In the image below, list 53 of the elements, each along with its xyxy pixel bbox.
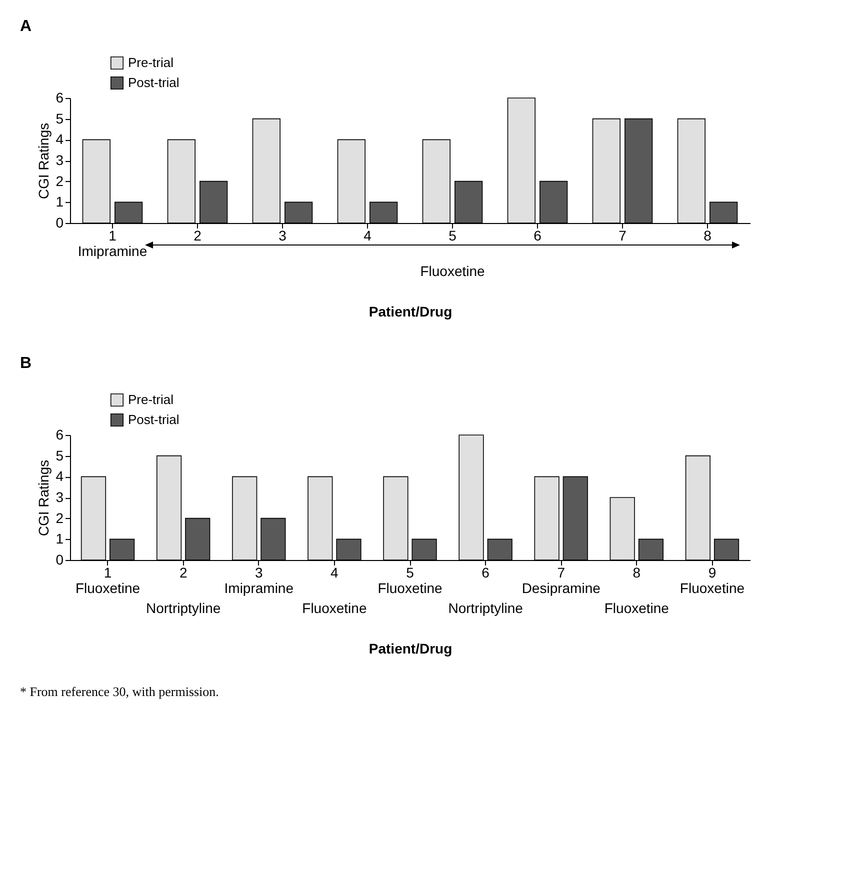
y-axis-title: CGI Ratings [36,460,52,536]
y-tick-label: 2 [56,172,64,189]
y-tick-label: 5 [56,447,64,464]
x-tick-label: 8 [632,564,641,580]
x-axis-title: Patient/Drug [368,640,452,656]
text: Desipramine [522,580,601,596]
text: Nortriptyline [146,600,221,616]
y-tick-label: 0 [56,214,64,230]
y-tick-label: 6 [56,426,64,442]
x-tick-label: 3 [278,228,287,244]
x-tick-label: 1 [104,564,112,580]
legend-label: Pre-trial [128,392,174,407]
y-tick-label: 3 [56,152,64,168]
text: Imipramine [78,243,148,259]
x-tick-label: 5 [406,564,414,580]
y-tick-label: 1 [56,194,64,210]
y-tick-label: 1 [56,530,64,547]
legend-label: Pre-trial [128,55,174,70]
y-axis-title: CGI Ratings [36,122,52,200]
x-tick-label: 7 [557,564,566,580]
legend-label: Post-trial [128,75,180,90]
x-tick-label: 2 [194,228,202,244]
y-tick-label: 4 [56,131,64,148]
x-tick-label: 6 [482,564,490,580]
text: Fluoxetine [378,580,443,596]
y-tick-label: 2 [56,510,64,526]
chart-title: B [20,355,32,372]
text: * From reference 30, with permission. [20,684,220,700]
x-tick-label: 9 [708,564,716,580]
text: Fluoxetine [680,580,745,596]
y-tick-label: 4 [56,468,64,484]
y-tick-label: 6 [56,90,64,106]
x-tick-label: 6 [534,228,542,244]
text: Fluoxetine [302,600,367,616]
x-tick-label: 8 [704,228,712,244]
y-tick-label: 0 [56,552,64,568]
text: Fluoxetine [604,600,670,616]
x-tick-label: 3 [254,564,263,580]
x-tick-label: 5 [448,228,457,244]
x-axis-title: Patient/Drug [368,304,452,320]
text: Nortriptyline [448,600,524,616]
text: Fluoxetine [75,580,140,596]
text: Imipramine [224,580,294,596]
chart-title: A [20,18,32,35]
legend-label: Post-trial [128,412,180,427]
text: Fluoxetine [420,263,486,279]
x-tick-label: 4 [330,564,339,580]
y-tick-label: 5 [56,110,64,126]
x-tick-label: 4 [364,228,372,244]
x-tick-label: 1 [108,228,117,244]
y-tick-label: 3 [56,489,64,505]
x-tick-label: 7 [618,228,627,244]
x-tick-label: 2 [179,564,188,580]
